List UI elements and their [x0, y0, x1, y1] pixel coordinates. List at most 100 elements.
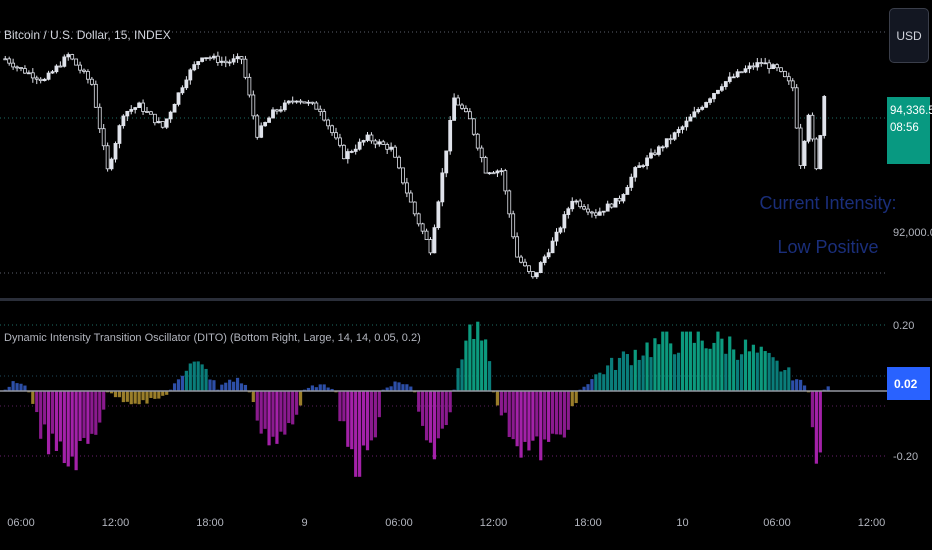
candle [231, 54, 236, 65]
candle [566, 206, 571, 219]
candle [58, 61, 63, 68]
candle [259, 122, 264, 139]
candle [408, 190, 413, 203]
histogram-bar [393, 381, 397, 391]
candle [790, 78, 795, 92]
candle [168, 110, 173, 123]
histogram-bar [113, 391, 118, 398]
histogram-bar [82, 391, 86, 438]
histogram-bar [444, 391, 448, 426]
histogram-bar [200, 364, 204, 391]
candle [314, 101, 319, 110]
histogram-bar [566, 391, 570, 430]
candle [428, 237, 433, 256]
histogram-bar [424, 391, 429, 441]
candle [794, 84, 799, 129]
histogram-bar [161, 391, 165, 396]
histogram-bar [708, 348, 712, 391]
candle [814, 137, 819, 171]
candle [436, 200, 441, 230]
candle [672, 131, 677, 141]
histogram-bar [629, 365, 633, 391]
candle [767, 59, 772, 74]
histogram-bar [365, 391, 370, 451]
candle [743, 65, 748, 74]
histogram-bar [401, 384, 405, 391]
candle [755, 58, 760, 71]
time-tick: 18:00 [574, 517, 602, 529]
candle [196, 61, 201, 70]
histogram-bar [610, 357, 614, 391]
candle [609, 203, 614, 209]
histogram-bar [507, 391, 511, 438]
histogram-bar [66, 391, 70, 467]
candle [617, 195, 622, 205]
histogram-bar [125, 391, 129, 402]
candle [578, 198, 583, 209]
candle [125, 110, 130, 121]
candle [109, 157, 114, 171]
pane-separator[interactable] [0, 298, 932, 301]
candle [656, 145, 661, 157]
candle [302, 101, 307, 104]
candle [416, 212, 421, 227]
histogram-bar [145, 391, 149, 404]
histogram-bar [464, 340, 468, 391]
candle [208, 55, 212, 61]
candle [601, 210, 606, 216]
candle [353, 144, 358, 155]
histogram-bar [495, 391, 500, 406]
candle [704, 101, 709, 109]
histogram-bar [771, 357, 775, 391]
histogram-bar [98, 391, 102, 423]
histogram-bar [405, 384, 409, 391]
histogram-bar [787, 367, 791, 391]
candle [267, 116, 271, 123]
candle [34, 75, 39, 85]
candle [739, 71, 744, 74]
symbol-title[interactable]: Bitcoin / U.S. Dollar, 15, INDEX [4, 28, 171, 42]
candle [255, 114, 260, 140]
candle [719, 83, 724, 92]
histogram-bar [251, 391, 255, 403]
time-tick: 06:00 [385, 517, 413, 529]
currency-button[interactable]: USD [889, 8, 929, 63]
histogram-bar [558, 391, 563, 435]
candle [282, 99, 287, 112]
candle [802, 140, 807, 169]
candle [82, 68, 86, 74]
candle [503, 168, 508, 195]
candle [523, 258, 527, 267]
candle [660, 145, 665, 152]
candle [735, 69, 740, 79]
candle [727, 72, 732, 84]
candle [26, 70, 31, 75]
candle [334, 127, 338, 140]
candle [101, 124, 106, 151]
histogram-bar [673, 354, 677, 391]
candle [424, 228, 429, 241]
candle [479, 145, 484, 163]
histogram-bar [287, 391, 291, 424]
histogram-bar [716, 331, 720, 391]
candle [290, 96, 295, 105]
candle [412, 201, 417, 217]
candle [822, 95, 827, 139]
candle [271, 107, 275, 119]
histogram-bar [7, 386, 11, 391]
time-axis[interactable]: 06:00 12:00 18:00 9 06:00 12:00 18:00 10 06:00 12… [7, 517, 885, 529]
oscillator-value-badge: 0.02 [887, 367, 930, 400]
indicator-title[interactable]: Dynamic Intensity Transition Oscillator … [4, 332, 421, 344]
histogram-bar [720, 338, 724, 391]
candle [475, 132, 480, 151]
histogram-bar [645, 342, 649, 391]
histogram-bar [259, 391, 263, 434]
histogram-bar [680, 331, 685, 391]
candle [15, 65, 19, 72]
candle [751, 62, 756, 70]
candle [113, 141, 118, 163]
histogram-bar [109, 391, 114, 394]
histogram-bar [440, 391, 444, 429]
candle [54, 64, 59, 74]
